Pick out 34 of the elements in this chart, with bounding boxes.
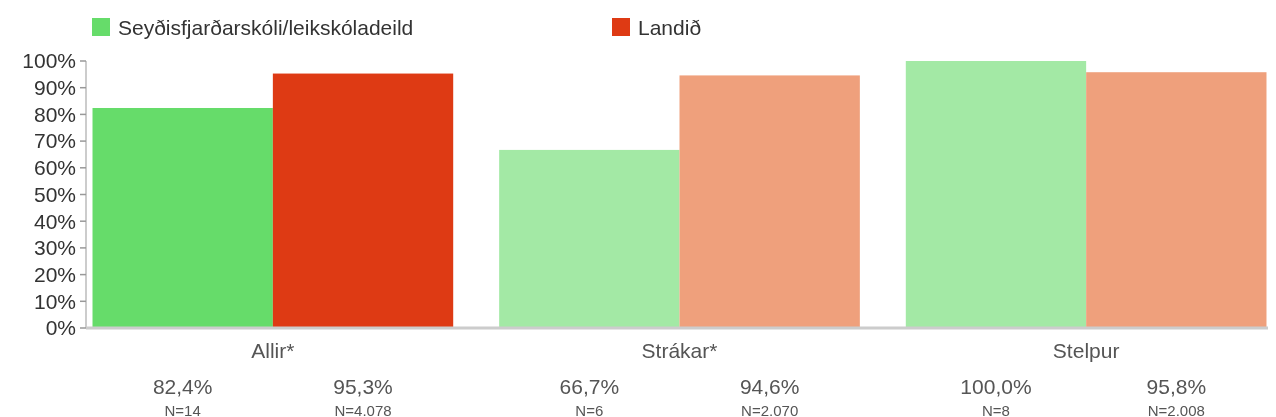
data-label: 66,7% [559, 375, 620, 398]
data-label: 82,4% [152, 375, 213, 398]
x-tick-label: Stelpur [1052, 339, 1120, 362]
legend-label: Landið [638, 16, 702, 40]
y-tick-label: 60% [33, 156, 76, 180]
y-tick-label: 20% [33, 262, 76, 286]
y-tick-label: 70% [33, 129, 76, 153]
y-tick-label: 0% [45, 316, 76, 340]
bar [499, 149, 680, 328]
y-tick-label: 30% [33, 236, 76, 260]
text: N=8 [982, 402, 1010, 417]
y-tick-label: 80% [33, 102, 76, 126]
y-tick-label: 100% [22, 49, 76, 73]
bar [905, 61, 1087, 328]
text: N=2.008 [1147, 402, 1205, 417]
bar [679, 75, 860, 328]
y-tick-label: 40% [33, 209, 76, 233]
text: N=4.078 [334, 402, 392, 417]
text: N=14 [164, 402, 201, 417]
data-label: 95,3% [333, 375, 393, 398]
data-label: 95,8% [1146, 375, 1207, 398]
text: N=2.070 [741, 402, 799, 417]
bar [1086, 72, 1267, 328]
text: N=6 [575, 402, 604, 417]
x-tick-label: Allir* [251, 339, 295, 362]
bar [272, 73, 454, 328]
data-label: 100,0% [960, 375, 1032, 398]
y-tick-label: 90% [33, 76, 76, 100]
bar [92, 107, 273, 328]
y-tick-label: 50% [33, 182, 76, 206]
y-tick-label: 10% [33, 289, 76, 313]
x-tick-label: Strákar* [641, 339, 718, 362]
data-label: 94,6% [739, 375, 800, 398]
legend-label: Seyðisfjarðarskóli/leikskóladeild [118, 16, 414, 40]
